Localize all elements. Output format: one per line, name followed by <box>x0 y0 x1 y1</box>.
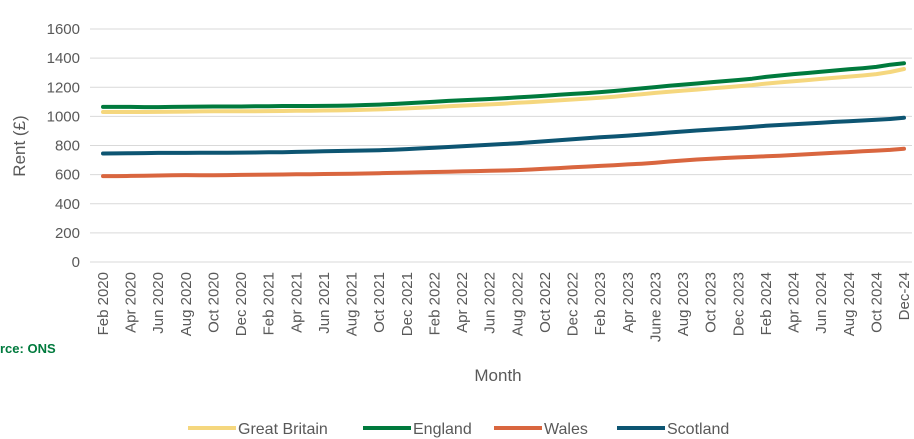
y-tick-label: 1600 <box>47 21 80 38</box>
x-tick-label: Dec 2020 <box>233 272 250 336</box>
x-tick-label: Oct 2023 <box>703 272 720 333</box>
x-tick-label: Apr 2021 <box>288 272 305 333</box>
x-tick-label: Jun 2022 <box>482 272 499 334</box>
x-tick-label: Oct 2022 <box>537 272 554 333</box>
y-tick-label: 400 <box>55 196 80 213</box>
legend-label: Great Britain <box>238 421 328 438</box>
x-tick-label: Aug 2024 <box>841 272 858 336</box>
x-tick-label: Dec 2021 <box>399 272 416 336</box>
legend-label: Wales <box>544 421 588 438</box>
series-lines <box>101 61 906 179</box>
series-line-wales <box>101 146 906 179</box>
x-tick-label: Dec 2023 <box>730 272 747 336</box>
x-tick-label: Feb 2022 <box>426 272 443 335</box>
x-tick-label: Oct 2021 <box>371 272 388 333</box>
x-axis-ticks: Feb 2020 Apr 2020 Jun 2020 Aug 2020 Oct 2020… <box>95 272 913 342</box>
y-tick-label: 800 <box>55 138 80 155</box>
x-tick-label: Aug 2021 <box>344 272 361 336</box>
x-tick-label: Feb 2024 <box>758 272 775 335</box>
y-tick-label: 1200 <box>47 79 80 96</box>
x-tick-label: Jun 2020 <box>150 272 167 334</box>
y-tick-label: 1400 <box>47 50 80 67</box>
x-tick-label: Dec-24 <box>896 272 913 320</box>
x-tick-label: Aug 2022 <box>509 272 526 336</box>
y-tick-label: 1000 <box>47 108 80 125</box>
x-tick-label: Aug 2020 <box>178 272 195 336</box>
x-tick-label: Jun 2021 <box>316 272 333 334</box>
x-tick-label: Apr 2022 <box>454 272 471 333</box>
series-line-great-britain <box>101 67 906 114</box>
x-tick-label: June 2023 <box>647 272 664 342</box>
x-axis-title: Month <box>474 366 521 385</box>
y-axis-title: Rent (£) <box>10 115 29 176</box>
y-tick-label: 0 <box>72 254 80 271</box>
x-tick-label: Feb 2021 <box>261 272 278 335</box>
x-tick-label: Dec 2022 <box>565 272 582 336</box>
x-tick-label: Apr 2023 <box>620 272 637 333</box>
x-tick-label: Feb 2023 <box>592 272 609 335</box>
legend: Great Britain England Wales Scotland <box>188 421 729 438</box>
x-tick-label: Apr 2020 <box>123 272 140 333</box>
series-line-scotland <box>101 115 906 156</box>
legend-label: Scotland <box>667 421 729 438</box>
x-tick-label: Aug 2023 <box>675 272 692 336</box>
source-note: rce: ONS <box>0 341 56 356</box>
y-tick-label: 200 <box>55 225 80 242</box>
x-tick-label: Oct 2024 <box>868 272 885 333</box>
series-line-england <box>101 61 906 110</box>
x-tick-label: Feb 2020 <box>95 272 112 335</box>
legend-label: England <box>413 421 472 438</box>
x-tick-label: Oct 2020 <box>205 272 222 333</box>
x-tick-label: Jun 2024 <box>813 272 830 334</box>
x-tick-label: Apr 2024 <box>786 272 803 333</box>
y-axis-ticks: 0 200 400 600 800 1000 1200 1400 1600 <box>47 21 80 271</box>
y-tick-label: 600 <box>55 167 80 184</box>
